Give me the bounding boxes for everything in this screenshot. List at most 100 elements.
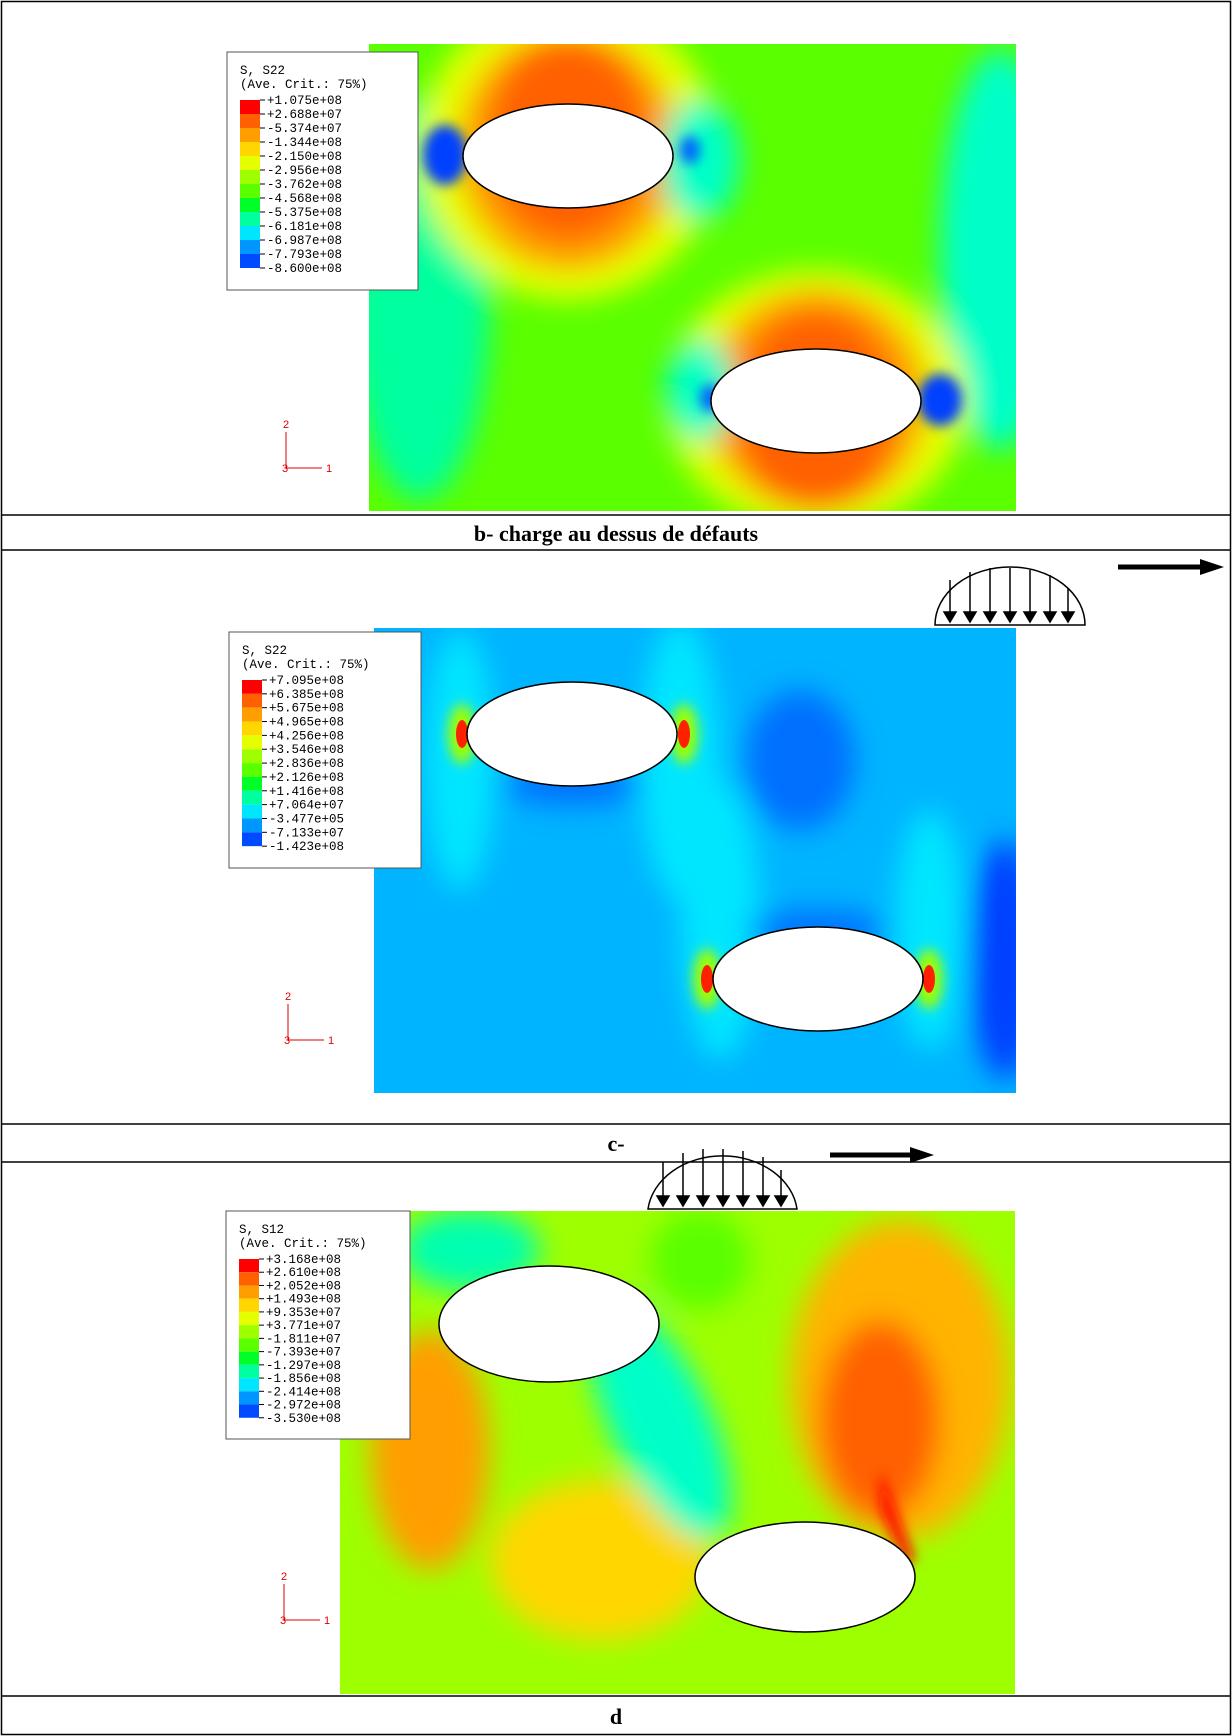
legend-value: -2.956e+08: [267, 164, 342, 178]
direction-arrow: [830, 1147, 934, 1163]
triad-label: 1: [326, 463, 332, 475]
legend-swatch: [242, 735, 262, 750]
legend-value: +7.095e+08: [269, 674, 344, 688]
legend-swatch: [239, 1391, 259, 1405]
legend-swatch: [239, 1259, 259, 1273]
legend-value: -1.811e+07: [266, 1332, 341, 1346]
legend-value: +1.493e+08: [266, 1293, 341, 1307]
legend-value: +1.075e+08: [267, 94, 342, 108]
legend-value: -5.375e+08: [267, 206, 342, 220]
legend-value: +2.052e+08: [266, 1279, 341, 1293]
legend-swatch: [239, 1404, 259, 1418]
direction-arrow: [1118, 559, 1224, 575]
contour-field: [340, 1211, 1015, 1694]
legend-swatch: [239, 1325, 259, 1339]
legend-value: +3.546e+08: [269, 743, 344, 757]
triad-label: 2: [283, 419, 289, 431]
legend-value: -3.477e+05: [269, 812, 344, 826]
legend-swatch: [242, 832, 262, 847]
legend-subtitle: (Ave. Crit.: 75%): [239, 1237, 367, 1251]
legend-value: -6.987e+08: [267, 234, 342, 248]
legend-subtitle: (Ave. Crit.: 75%): [242, 658, 370, 672]
legend-swatch: [242, 707, 262, 722]
legend-swatch: [242, 721, 262, 736]
legend-swatch: [239, 1378, 259, 1392]
legend-swatch: [239, 1298, 259, 1312]
triad-label: 1: [324, 1615, 330, 1627]
legend-swatch: [239, 1364, 259, 1379]
figure-caption: c-: [607, 1131, 624, 1156]
legend-value: -8.600e+08: [267, 262, 342, 276]
legend-swatch: [240, 184, 260, 198]
legend-value: -7.133e+07: [269, 826, 344, 840]
legend-value: -7.793e+08: [267, 248, 342, 262]
legend-value: +2.610e+08: [266, 1266, 341, 1280]
legend-value: -5.374e+07: [267, 122, 342, 136]
legend-swatch: [242, 749, 262, 764]
legend-value: +7.064e+07: [269, 799, 344, 813]
legend-value: +4.965e+08: [269, 716, 344, 730]
legend-swatch: [242, 776, 262, 791]
figure-caption: b- charge au dessus de défauts: [474, 521, 759, 546]
triad-label: 1: [328, 1035, 334, 1047]
legend-swatch: [240, 254, 260, 268]
legend-value: -3.762e+08: [267, 178, 342, 192]
legend-swatch: [242, 763, 262, 777]
load-symbol: [647, 1149, 798, 1210]
triad-label: 3: [282, 463, 288, 475]
legend-subtitle: (Ave. Crit.: 75%): [240, 78, 368, 92]
legend-value: -7.393e+07: [266, 1346, 341, 1360]
legend-value: +3.771e+07: [266, 1319, 341, 1333]
legend-swatch: [240, 156, 260, 170]
legend-value: +2.836e+08: [269, 757, 344, 771]
legend-value: -3.530e+08: [266, 1412, 341, 1426]
legend-value: +4.256e+08: [269, 729, 344, 743]
legend-value: -2.414e+08: [266, 1385, 341, 1399]
legend-swatch: [242, 818, 262, 833]
contour-field: [369, 44, 1016, 511]
legend-swatch: [240, 128, 260, 142]
legend-title: S, S12: [239, 1223, 284, 1237]
legend-value: +2.688e+07: [267, 108, 342, 122]
legend-swatch: [240, 240, 260, 254]
triad-label: 2: [281, 1571, 287, 1583]
legend-swatch: [240, 198, 260, 212]
contour-field: [374, 628, 1016, 1093]
legend-swatch: [239, 1311, 259, 1326]
legend-value: -1.423e+08: [269, 840, 344, 854]
legend-swatch: [239, 1272, 259, 1286]
legend-swatch: [240, 114, 260, 128]
triad-label: 3: [284, 1035, 290, 1047]
legend-title: S, S22: [240, 64, 285, 78]
legend-value: +5.675e+08: [269, 702, 344, 716]
figure-caption: d: [610, 1704, 622, 1729]
legend-swatch: [240, 226, 260, 240]
legend-value: -1.344e+08: [267, 136, 342, 150]
legend-value: +1.416e+08: [269, 785, 344, 799]
legend-value: +2.126e+08: [269, 771, 344, 785]
legend-swatch: [239, 1338, 259, 1352]
legend-value: -1.856e+08: [266, 1372, 341, 1386]
triad-label: 3: [280, 1615, 286, 1627]
legend-swatch: [240, 212, 260, 226]
load-symbol: [934, 566, 1086, 626]
legend-swatch: [242, 804, 262, 819]
legend-swatch: [240, 170, 260, 184]
legend-value: -2.150e+08: [267, 150, 342, 164]
legend-swatch: [242, 680, 262, 694]
legend-swatch: [239, 1285, 259, 1299]
legend-swatch: [240, 142, 260, 156]
triad-label: 2: [285, 991, 291, 1003]
legend-value: -2.972e+08: [266, 1399, 341, 1413]
legend-value: +3.168e+08: [266, 1253, 341, 1267]
legend-title: S, S22: [242, 644, 287, 658]
legend-swatch: [242, 790, 262, 805]
legend-swatch: [242, 693, 262, 708]
legend-value: -4.568e+08: [267, 192, 342, 206]
legend-value: +6.385e+08: [269, 688, 344, 702]
legend-value: -6.181e+08: [267, 220, 342, 234]
legend-value: -1.297e+08: [266, 1359, 341, 1373]
legend-swatch: [240, 100, 260, 114]
